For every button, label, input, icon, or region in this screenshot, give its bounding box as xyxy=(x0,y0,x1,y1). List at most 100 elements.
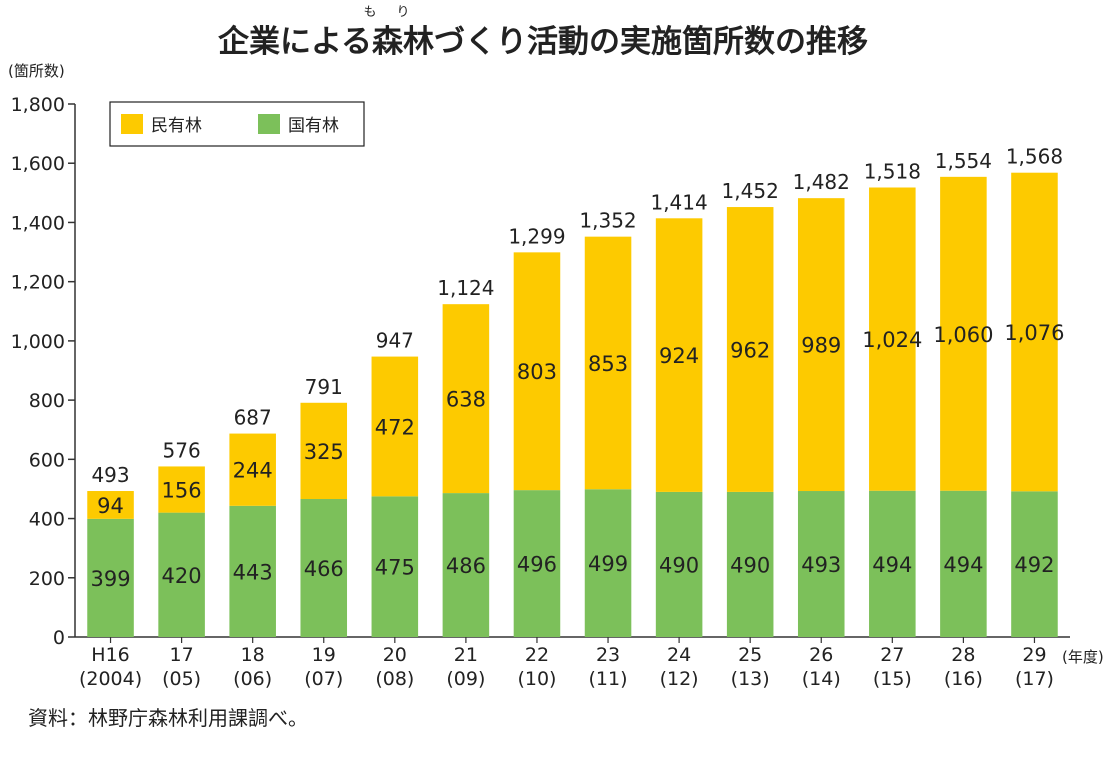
label-private: 803 xyxy=(517,360,557,384)
label-total: 576 xyxy=(163,438,201,462)
bar-private xyxy=(158,466,205,513)
label-national: 499 xyxy=(588,552,628,576)
y-axis-unit-label: (箇所数) xyxy=(8,62,65,80)
label-private: 94 xyxy=(97,494,124,518)
label-total: 1,452 xyxy=(722,179,779,203)
x-tick-label-western: (07) xyxy=(304,668,343,690)
x-tick-label-western: (12) xyxy=(660,668,699,690)
label-national: 490 xyxy=(659,553,699,577)
x-tick-label-year: 21 xyxy=(454,644,478,666)
legend-box xyxy=(109,101,365,147)
label-national: 490 xyxy=(730,553,770,577)
y-tick-label: 400 xyxy=(29,509,65,531)
x-axis-unit-label: (年度) xyxy=(1062,648,1104,666)
bar-private xyxy=(300,402,348,500)
legend: 民有林 国有林 xyxy=(109,101,365,147)
bars xyxy=(87,172,1058,637)
bar-private xyxy=(87,491,134,519)
x-tick-label-western: (14) xyxy=(802,668,841,690)
x-tick-label-year: H16 xyxy=(91,644,129,666)
label-national: 466 xyxy=(304,557,344,581)
label-total: 1,568 xyxy=(1006,145,1063,169)
label-private: 244 xyxy=(233,459,273,483)
y-tick-label: 1,400 xyxy=(11,212,65,234)
x-tick-label-year: 18 xyxy=(241,644,265,666)
label-national: 493 xyxy=(801,553,841,577)
y-tick-label: 200 xyxy=(29,568,65,590)
bar-national xyxy=(869,490,916,637)
label-national: 486 xyxy=(446,554,486,578)
y-tick-label: 0 xyxy=(53,627,65,649)
bar-national xyxy=(513,490,561,637)
label-private: 156 xyxy=(162,479,202,503)
x-tick-label-western: (08) xyxy=(375,668,414,690)
label-national: 496 xyxy=(517,553,557,577)
label-total: 1,554 xyxy=(935,149,992,173)
title-ruby-mo: も xyxy=(363,5,376,20)
bar-private xyxy=(940,176,987,491)
label-total: 1,414 xyxy=(650,190,707,214)
x-tick-label-western: (13) xyxy=(731,668,770,690)
x-tick-label-year: 28 xyxy=(951,644,975,666)
x-tick-label-year: 26 xyxy=(809,644,833,666)
y-axis-ticks: 0 200 400 600 800 1,000 1,200 1,400 1,600 1,800 xyxy=(11,94,75,649)
label-private: 1,076 xyxy=(1004,321,1064,345)
x-tick-label-western: (15) xyxy=(873,668,912,690)
label-private: 325 xyxy=(304,440,344,464)
x-axis-ticks: H16(2004) 17(05) 18(06) 19(07) 20(08) 21(09) 2… xyxy=(79,637,1054,690)
x-tick-label-western: (17) xyxy=(1015,668,1054,690)
label-total: 1,299 xyxy=(508,224,565,248)
label-national: 492 xyxy=(1014,553,1054,577)
x-tick-label-year: 20 xyxy=(383,644,407,666)
x-tick-label-year: 19 xyxy=(312,644,336,666)
label-total: 687 xyxy=(234,406,272,430)
bar-national xyxy=(940,490,987,637)
x-tick-label-western: (05) xyxy=(162,668,201,690)
bar-national xyxy=(87,518,134,637)
label-national: 420 xyxy=(162,564,202,588)
source-note: 資料：林野庁森林利用課調べ。 xyxy=(28,706,308,730)
label-total: 791 xyxy=(305,375,343,399)
legend-swatch-national xyxy=(258,114,280,134)
chart-title: 企業による森林づくり活動の実施箇所数の推移 xyxy=(218,24,868,60)
y-tick-label: 800 xyxy=(29,390,65,412)
bar-private xyxy=(371,356,419,497)
bar-national xyxy=(655,491,703,637)
y-tick-label: 1,800 xyxy=(11,94,65,116)
bar-private xyxy=(513,252,561,491)
label-national: 475 xyxy=(375,556,415,580)
legend-label-national: 国有林 xyxy=(288,116,339,136)
label-total: 493 xyxy=(91,463,129,487)
label-private: 853 xyxy=(588,352,628,376)
label-private: 962 xyxy=(730,338,770,362)
x-tick-label-western: (09) xyxy=(446,668,485,690)
x-tick-label-western: (2004) xyxy=(79,668,142,690)
title-ruby-ri: り xyxy=(396,5,409,20)
bar-national xyxy=(371,496,419,637)
x-tick-label-western: (10) xyxy=(517,668,556,690)
bar-private xyxy=(1011,172,1058,492)
bar-private xyxy=(726,207,774,492)
y-tick-label: 1,000 xyxy=(11,331,65,353)
data-labels: 399 94 493 420 156 576 443 244 687 466 325 791 475 47… xyxy=(90,145,1064,591)
x-tick-label-western: (16) xyxy=(944,668,983,690)
legend-swatch-private xyxy=(121,114,143,134)
label-total: 1,124 xyxy=(437,276,494,300)
label-total: 1,482 xyxy=(793,170,850,194)
label-private: 472 xyxy=(375,415,415,439)
label-private: 1,024 xyxy=(862,328,922,352)
bar-private xyxy=(584,236,632,490)
label-total: 1,518 xyxy=(864,160,921,184)
bar-national xyxy=(584,489,632,637)
label-private: 1,060 xyxy=(933,323,993,347)
bar-national xyxy=(797,491,845,637)
x-tick-label-year: 22 xyxy=(525,644,549,666)
label-national: 494 xyxy=(872,553,912,577)
x-tick-label-year: 24 xyxy=(667,644,691,666)
bar-private xyxy=(442,304,490,494)
label-national: 494 xyxy=(943,553,983,577)
bar-national xyxy=(726,491,774,637)
label-private: 924 xyxy=(659,344,699,368)
y-tick-label: 1,200 xyxy=(11,272,65,294)
